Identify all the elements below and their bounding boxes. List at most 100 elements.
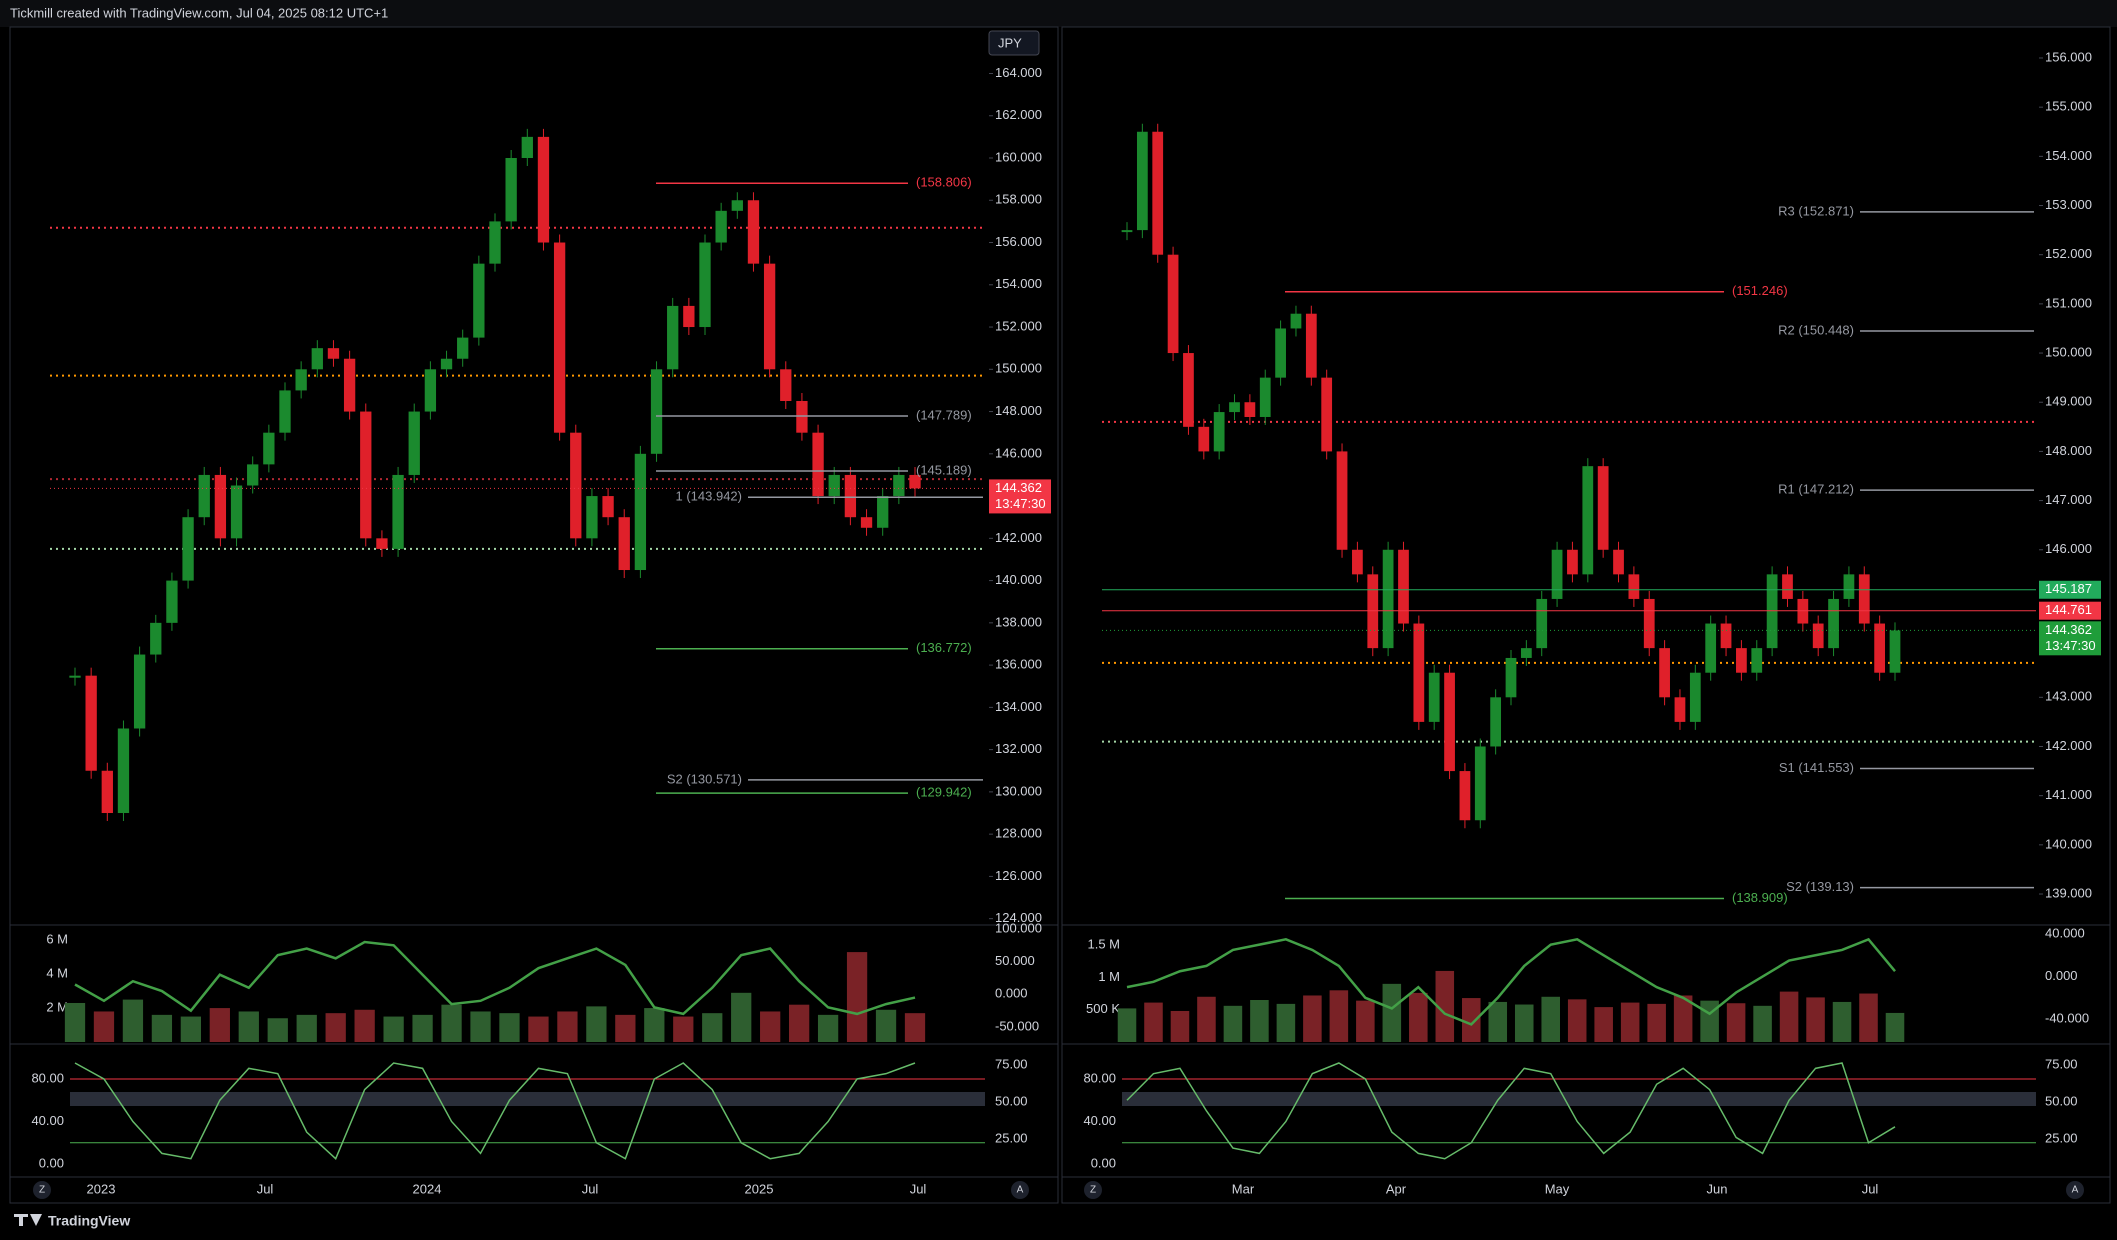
- axis-button-label[interactable]: A: [2072, 1185, 2079, 1196]
- y-tick-label: 154.000: [2045, 148, 2092, 163]
- candle: [1551, 549, 1563, 599]
- candle: [1152, 131, 1164, 255]
- candle: [247, 464, 259, 486]
- candle: [1843, 574, 1855, 599]
- candle: [650, 369, 663, 454]
- axis-button-label[interactable]: A: [1017, 1185, 1024, 1196]
- osc-tick-label: 50.000: [995, 953, 1035, 968]
- candle: [667, 305, 679, 370]
- volume-bar: [904, 1013, 926, 1042]
- stoch-tick-label: 80.00: [31, 1070, 64, 1085]
- axis-button-label[interactable]: Z: [1090, 1185, 1096, 1196]
- volume-bar: [1329, 990, 1349, 1042]
- candle: [440, 358, 453, 370]
- candle: [1567, 549, 1578, 575]
- candle: [295, 369, 307, 391]
- candle: [747, 200, 760, 264]
- candle: [763, 263, 776, 370]
- volume-bar: [1514, 1004, 1534, 1042]
- y-tick-label: 126.000: [995, 868, 1042, 883]
- volume-bar: [673, 1016, 694, 1042]
- x-tick-label: Jul: [910, 1181, 927, 1196]
- candle: [1490, 697, 1502, 747]
- volume-tick-label: 1.5 M: [1087, 937, 1120, 952]
- volume-bar: [846, 952, 868, 1042]
- volume-bar: [789, 1004, 810, 1042]
- countdown: 13:47:30: [2045, 638, 2096, 653]
- osc-tick-label: 0.000: [995, 986, 1028, 1001]
- candle: [1398, 549, 1409, 624]
- volume-bar: [1859, 993, 1878, 1042]
- level-label: (158.806): [916, 175, 972, 190]
- candle: [1582, 466, 1594, 575]
- candle: [1659, 648, 1670, 698]
- axis-button[interactable]: [2066, 1181, 2084, 1199]
- candle: [1121, 230, 1133, 233]
- y-tick-label: 150.000: [995, 361, 1042, 376]
- volume-bar: [1223, 1005, 1243, 1042]
- volume-bar: [151, 1014, 173, 1042]
- volume-bar: [760, 1011, 781, 1042]
- level-label: R3 (152.871): [1778, 203, 1854, 218]
- candle: [1459, 771, 1471, 821]
- volume-tick-label: 1 M: [1098, 969, 1120, 984]
- candle: [1382, 549, 1394, 649]
- volume-bar: [1806, 997, 1825, 1042]
- y-tick-label: 143.000: [2045, 689, 2092, 704]
- candle: [1705, 623, 1717, 673]
- price-tag: [989, 479, 1051, 514]
- axis-button[interactable]: [1084, 1181, 1102, 1199]
- volume-bar: [1409, 992, 1428, 1042]
- volume-bar: [209, 1008, 230, 1042]
- y-tick-label: 148.000: [995, 403, 1042, 418]
- header-title: Tickmill created with TradingView.com, J…: [10, 5, 388, 20]
- stoch-tick-label: 0.00: [39, 1155, 64, 1170]
- x-tick-label: 2025: [745, 1181, 774, 1196]
- candle: [1167, 254, 1179, 354]
- level-label: (138.909): [1732, 890, 1788, 905]
- y-tick-label: 130.000: [995, 783, 1042, 798]
- candle: [1259, 377, 1271, 417]
- volume-bar: [1541, 996, 1560, 1042]
- volume-bar: [267, 1018, 288, 1042]
- candle: [602, 496, 614, 518]
- volume-bar: [383, 1016, 404, 1042]
- volume-bar: [93, 1011, 115, 1042]
- candle: [1290, 313, 1302, 329]
- y-tick-label: 152.000: [995, 318, 1042, 333]
- axis-button[interactable]: [33, 1181, 51, 1199]
- price-tag: [2039, 601, 2101, 620]
- axis-button-label[interactable]: Z: [39, 1185, 45, 1196]
- y-tick-label: 134.000: [995, 699, 1042, 714]
- candle: [909, 474, 921, 489]
- price-tag: [2039, 621, 2101, 656]
- candle: [214, 474, 227, 539]
- volume-bar: [238, 1011, 259, 1042]
- volume-bar: [412, 1014, 433, 1042]
- candle: [877, 496, 889, 528]
- stoch-tick-label: 80.00: [1083, 1070, 1116, 1085]
- osc-tick-label: -50.000: [995, 1018, 1039, 1033]
- candle: [586, 496, 598, 539]
- candle: [537, 136, 550, 243]
- candle: [1520, 648, 1532, 658]
- candle: [1413, 623, 1425, 722]
- candle: [408, 411, 420, 475]
- level-label: R1 (147.212): [1778, 482, 1854, 497]
- volume-bar: [1647, 1003, 1666, 1042]
- volume-bar: [1753, 1005, 1772, 1042]
- candle: [1505, 657, 1517, 698]
- volume-bar: [354, 1009, 375, 1042]
- axis-button[interactable]: [1011, 1181, 1029, 1199]
- candle: [473, 263, 485, 338]
- y-tick-label: 153.000: [2045, 197, 2092, 212]
- volume-bar: [1885, 1012, 1905, 1042]
- stoch-y2-tick-label: 25.00: [2045, 1130, 2078, 1145]
- candle: [634, 453, 647, 571]
- volume-bar: [1356, 1000, 1375, 1042]
- y-tick-label: 164.000: [995, 65, 1042, 80]
- candle: [1812, 623, 1824, 649]
- candle: [392, 474, 404, 549]
- candle: [1613, 549, 1624, 575]
- y-tick-label: 149.000: [2045, 394, 2092, 409]
